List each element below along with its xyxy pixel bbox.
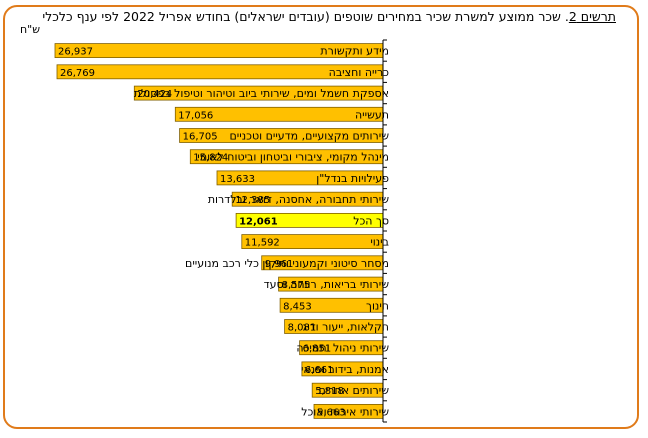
category-label: פעילויות בנדל"ן (316, 172, 389, 185)
category-label: שירותי אירוח ואוכל (301, 405, 389, 418)
chart-title-label: תרשים 2 (568, 9, 616, 24)
bar-value-label: 6,661 (305, 365, 334, 376)
bar-value-label: 26,937 (58, 47, 93, 58)
category-label: שירותי תחבורה, אחסנה, דואר ובלדרות (208, 193, 389, 206)
unit-label: ש"ח (20, 23, 41, 36)
bar-value-label: 11,592 (245, 238, 280, 249)
bar-value-label: 5,663 (317, 407, 346, 418)
category-label: בינוי (370, 236, 389, 249)
category-label: שירותי בריאות, רווחה וסעד (264, 278, 390, 291)
bar-value-label: 26,769 (60, 68, 95, 79)
bar-value-label: 5,818 (315, 386, 344, 397)
category-label: חקלאות, ייעור ודיג (303, 321, 389, 334)
bar-value-label: 6,851 (303, 344, 332, 355)
bar-value-label: 8,081 (288, 323, 317, 334)
category-label: מידע ותקשורת (320, 45, 389, 58)
bar-value-label: 17,056 (178, 110, 213, 121)
bar-value-label: 12,061 (239, 216, 278, 227)
bar-value-label: 12,385 (235, 195, 270, 206)
bar-value-label: 9,961 (265, 259, 294, 270)
bar-value-label: 8,453 (283, 301, 312, 312)
bar-value-label: 16,705 (183, 132, 218, 143)
category-label: כרייה וחציבה (329, 66, 390, 79)
category-label: חינוך (366, 299, 389, 312)
bar-value-label: 13,633 (220, 174, 255, 185)
category-label: תעשייה (355, 108, 389, 121)
category-label: אספקת חשמל ומים, שירותי ביוב וטיהור וטיפ… (134, 87, 389, 100)
chart-title-text: שכר ממוצע למשרת שכיר במחירים שוטפים (עוב… (42, 9, 561, 24)
category-label: שירותים מקצועיים, מדעיים וטכניים (230, 130, 390, 143)
category-label: שירותי ניהול ותמיכה (296, 342, 389, 355)
bar-value-label: 8,575 (282, 280, 311, 291)
bar-value-label: 20,424 (137, 89, 172, 100)
chart-title: תרשים 2. שכר ממוצע למשרת שכיר במחירים שו… (42, 9, 616, 24)
category-label: שירותים אחרים (319, 384, 390, 397)
category-label: אמנות, בידור ופנאי (301, 363, 389, 376)
category-label: סך הכל (353, 214, 389, 227)
bar-value-label: 15,824 (193, 153, 228, 164)
category-label: מינהל מקומי, ציבורי וביטחון וביטוח לאומי (197, 151, 389, 164)
category-label: מסחר סיטוני וקמעוני ותיקון כלי רכב מנועי… (185, 257, 389, 270)
